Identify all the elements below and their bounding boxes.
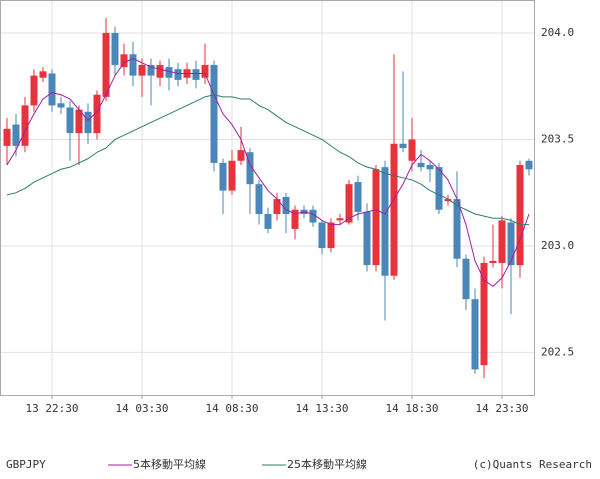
candle-body	[264, 214, 272, 229]
y-tick-label: 204.0	[541, 26, 574, 39]
candle-body	[480, 262, 488, 366]
candle-body	[282, 196, 290, 215]
candle-body	[372, 169, 380, 266]
candle-body	[255, 184, 263, 215]
x-tick-label: 13 22:30	[26, 402, 79, 415]
candle-body	[174, 69, 182, 80]
candle-body	[291, 209, 299, 229]
candle-body	[129, 54, 137, 76]
candle-body	[345, 184, 353, 223]
candle-body	[318, 222, 326, 249]
candle-body	[444, 199, 452, 202]
candle-body	[57, 103, 65, 108]
x-tick-label: 14 13:30	[296, 402, 349, 415]
candle-body	[156, 64, 164, 78]
candle-body	[138, 64, 146, 76]
symbol: GBPJPY	[6, 458, 46, 471]
x-tick-label: 14 03:30	[116, 402, 169, 415]
candle-body	[489, 260, 497, 263]
candle-body	[201, 64, 209, 78]
x-tick-label: 14 23:30	[476, 402, 529, 415]
candle-body	[147, 64, 155, 76]
candle-body	[426, 165, 434, 170]
ma-line	[6, 58, 530, 288]
candle-body	[471, 299, 479, 370]
credit: (c)Quants Research	[473, 458, 592, 471]
candle-body	[498, 220, 506, 263]
candle-body	[453, 199, 461, 259]
candle-body	[354, 182, 362, 212]
candle-body	[75, 109, 83, 134]
candle-body	[165, 67, 173, 78]
candle-body	[246, 152, 254, 185]
candle-body	[390, 143, 398, 276]
plot-frame	[0, 0, 535, 396]
candle-body	[435, 167, 443, 210]
candle-body	[381, 167, 389, 276]
candle-body	[336, 218, 344, 221]
candle-body	[399, 143, 407, 148]
candle-body	[462, 258, 470, 300]
candle-body	[516, 165, 524, 266]
candle-body	[111, 33, 119, 65]
candle-body	[327, 222, 335, 249]
y-tick-label: 203.5	[541, 132, 574, 145]
candle-body	[120, 54, 128, 68]
y-tick-label: 202.5	[541, 345, 574, 358]
candle-body	[417, 162, 425, 168]
candle-body	[192, 69, 200, 80]
x-tick-label: 14 18:30	[386, 402, 439, 415]
candle-body	[309, 209, 317, 223]
x-tick-label: 14 08:30	[206, 402, 259, 415]
candle-body	[102, 33, 110, 97]
candle-body	[363, 211, 371, 266]
candle-body	[48, 73, 56, 106]
candle-body	[219, 162, 227, 191]
ma-line	[6, 94, 529, 226]
candle-body	[12, 124, 20, 146]
y-tick-label: 203.0	[541, 239, 574, 252]
candle-body	[408, 139, 416, 161]
legend-label: 25本移動平均線	[287, 457, 367, 471]
candle-body	[210, 64, 218, 163]
candle-body	[84, 111, 92, 134]
candle-body	[21, 105, 29, 146]
candle-body	[507, 222, 515, 266]
candle-body	[39, 71, 47, 78]
candle-body	[93, 94, 101, 134]
candle-body	[228, 160, 236, 191]
candle-body	[525, 160, 533, 170]
legend-label: 5本移動平均線	[133, 457, 206, 471]
candle-body	[66, 107, 74, 134]
candle-body	[3, 128, 11, 146]
candle-body	[30, 75, 38, 106]
candle-body	[273, 199, 281, 215]
candle-body	[237, 150, 245, 161]
